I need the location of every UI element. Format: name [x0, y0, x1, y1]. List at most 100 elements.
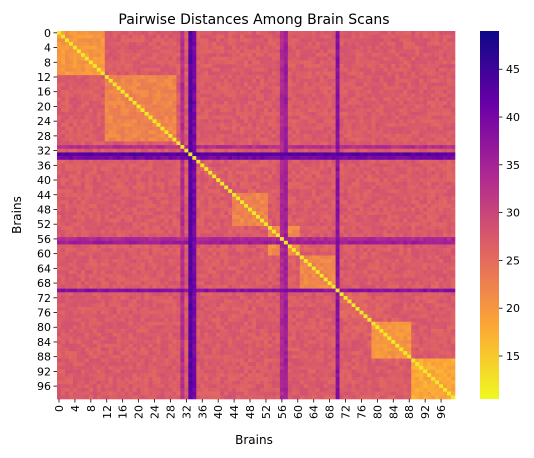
heatmap-cell: [383, 42, 388, 47]
heatmap-cell: [208, 38, 213, 43]
heatmap-cell: [395, 56, 400, 61]
heatmap-cell: [184, 93, 189, 98]
heatmap-cell: [367, 123, 372, 127]
heatmap-cell: [383, 86, 388, 91]
heatmap-cell: [228, 82, 233, 87]
heatmap-cell: [383, 75, 388, 80]
heatmap-cell: [144, 97, 149, 102]
heatmap-cell: [335, 189, 340, 194]
heatmap-cell: [367, 71, 372, 76]
heatmap-cell: [164, 56, 169, 61]
heatmap-cell: [112, 126, 117, 131]
heatmap-cell: [188, 100, 193, 105]
heatmap-cell: [387, 67, 392, 72]
heatmap-cell: [156, 137, 161, 142]
heatmap-cell: [259, 78, 265, 83]
heatmap-cell: [156, 56, 161, 61]
heatmap-cell: [347, 56, 352, 61]
heatmap-cell: [176, 196, 181, 201]
heatmap-cell: [76, 97, 82, 102]
heatmap-cell: [319, 167, 324, 172]
heatmap-cell: [395, 45, 400, 50]
heatmap-cell: [136, 93, 141, 98]
heatmap-cell: [192, 200, 197, 205]
heatmap-cell: [423, 137, 428, 142]
heatmap-cell: [224, 167, 229, 172]
heatmap-cell: [184, 189, 189, 194]
heatmap-cell: [411, 137, 416, 142]
heatmap-cell: [160, 134, 165, 139]
heatmap-cell: [160, 167, 165, 172]
heatmap-cell: [88, 49, 94, 54]
heatmap-cell: [339, 64, 344, 69]
heatmap-cell: [216, 82, 221, 87]
heatmap-cell: [311, 64, 316, 69]
heatmap-cell: [279, 31, 285, 35]
heatmap-cell: [236, 156, 241, 161]
heatmap-cell: [323, 192, 328, 197]
heatmap-cell: [108, 64, 114, 69]
heatmap-cell: [271, 49, 277, 54]
heatmap-cell: [120, 163, 125, 168]
heatmap-cell: [359, 56, 364, 61]
heatmap-cell: [176, 130, 181, 135]
heatmap-cell: [224, 156, 229, 161]
heatmap-cell: [347, 130, 352, 135]
heatmap-cell: [363, 60, 368, 65]
heatmap-cell: [224, 126, 229, 131]
heatmap-cell: [256, 152, 261, 157]
heatmap-cell: [339, 126, 344, 131]
heatmap-cell: [443, 60, 448, 65]
heatmap-cell: [291, 31, 297, 35]
heatmap-cell: [152, 170, 157, 175]
heatmap-cell: [88, 126, 94, 131]
heatmap-cell: [220, 104, 225, 109]
heatmap-cell: [355, 56, 360, 61]
heatmap-cell: [287, 156, 293, 161]
heatmap-cell: [120, 49, 125, 54]
heatmap-cell: [275, 126, 281, 131]
heatmap-cell: [375, 119, 380, 124]
heatmap-cell: [283, 170, 289, 175]
heatmap-cell: [57, 137, 62, 142]
heatmap-cell: [57, 31, 62, 35]
heatmap-cell: [184, 108, 189, 113]
heatmap-cell: [224, 71, 229, 76]
heatmap-cell: [355, 115, 360, 120]
heatmap-cell: [303, 45, 309, 50]
heatmap-cell: [252, 178, 257, 183]
heatmap-cell: [275, 167, 281, 172]
heatmap-cell: [124, 78, 129, 83]
heatmap-cell: [180, 126, 185, 131]
heatmap-cell: [212, 71, 217, 76]
heatmap-cell: [144, 137, 149, 142]
heatmap-cell: [240, 185, 245, 190]
heatmap-cell: [168, 207, 173, 212]
heatmap-cell: [216, 141, 221, 146]
heatmap-cell: [224, 49, 229, 54]
heatmap-cell: [168, 145, 173, 150]
heatmap-cell: [232, 174, 237, 179]
heatmap-cell: [204, 196, 209, 201]
heatmap-cell: [136, 156, 141, 161]
heatmap-cell: [72, 75, 78, 80]
heatmap-cell: [76, 53, 82, 58]
heatmap-cell: [176, 137, 181, 142]
heatmap-cell: [295, 64, 301, 69]
heatmap-cell: [120, 89, 125, 94]
heatmap-cell: [323, 174, 328, 179]
heatmap-cell: [279, 53, 285, 58]
heatmap-cell: [72, 170, 78, 175]
heatmap-cell: [132, 134, 137, 139]
heatmap-cell: [399, 104, 404, 109]
heatmap-cell: [339, 115, 344, 120]
heatmap-cell: [395, 82, 400, 87]
heatmap-cell: [323, 89, 328, 94]
heatmap-cell: [419, 181, 424, 186]
heatmap-cell: [57, 45, 62, 50]
heatmap-cell: [443, 200, 448, 205]
heatmap-cell: [196, 42, 201, 47]
heatmap-cell: [347, 207, 352, 212]
heatmap-cell: [427, 167, 432, 172]
heatmap-cell: [351, 178, 356, 183]
